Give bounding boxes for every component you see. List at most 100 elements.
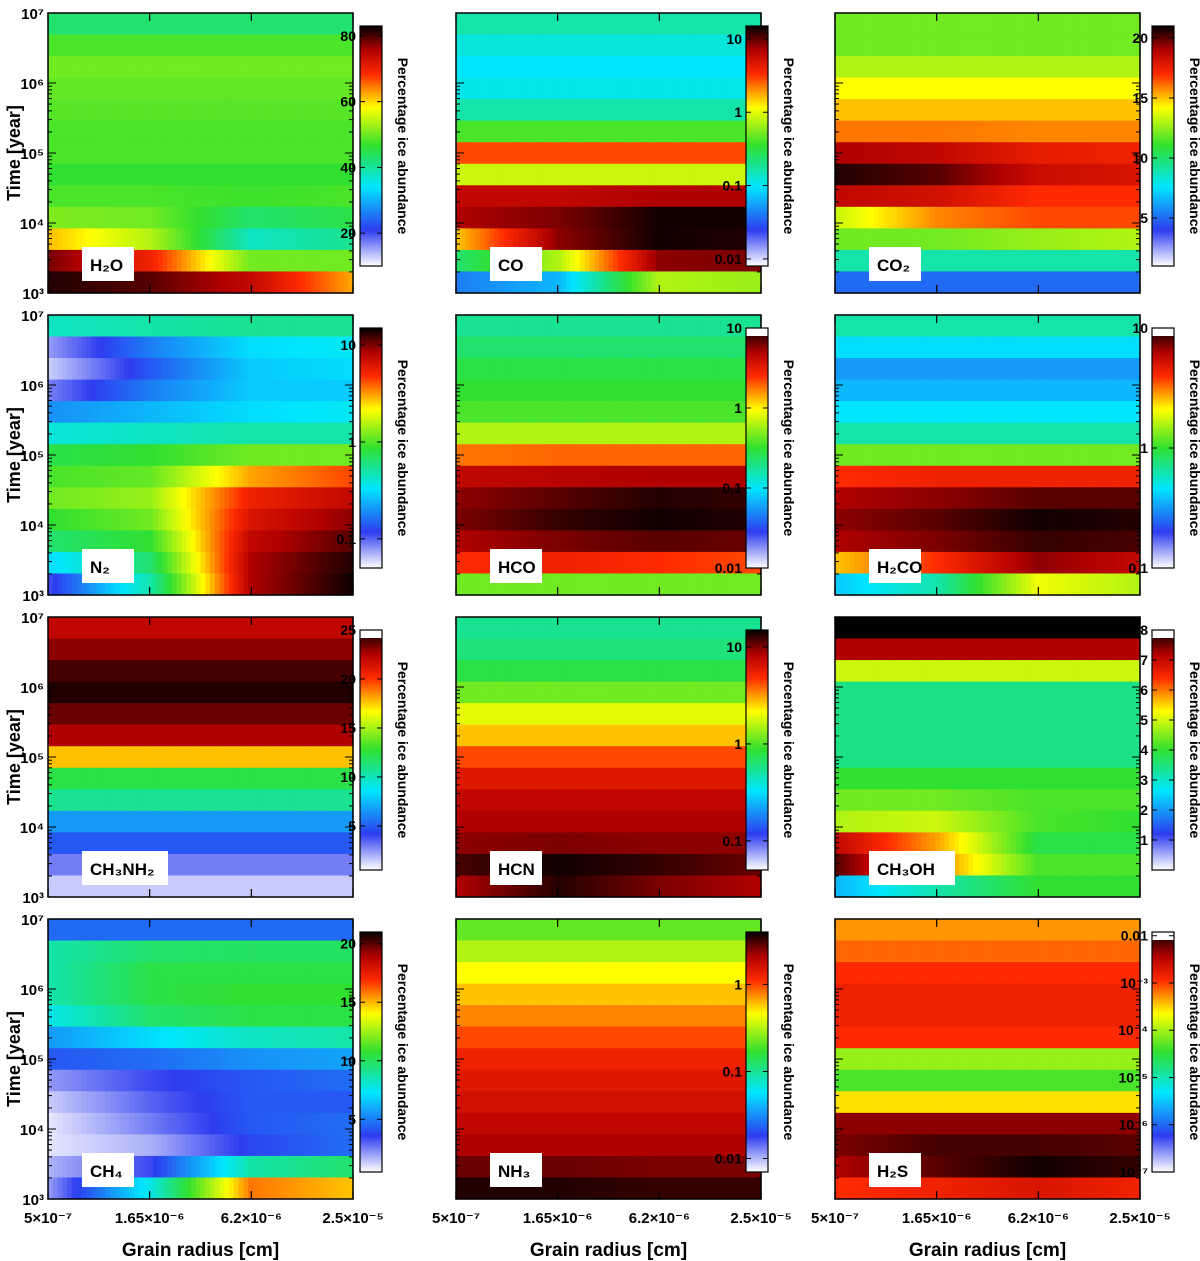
heatmap-cell bbox=[456, 551, 462, 575]
heatmap-cell bbox=[541, 142, 548, 165]
heatmap-cell bbox=[291, 249, 297, 273]
heatmap-cell bbox=[622, 508, 629, 531]
heatmap-cell bbox=[598, 551, 605, 575]
heatmap-cell bbox=[257, 228, 264, 251]
heatmap-cell bbox=[565, 34, 571, 57]
heatmap-cell bbox=[1130, 120, 1136, 143]
heatmap-cell bbox=[670, 77, 676, 100]
heatmap-cell bbox=[109, 573, 116, 596]
heatmap-cell bbox=[627, 228, 633, 251]
colorbar-tick-label: 10 bbox=[1132, 150, 1148, 166]
heatmap-cell bbox=[186, 142, 192, 165]
heatmap-cell bbox=[310, 99, 316, 122]
heatmap-cell bbox=[713, 142, 719, 165]
heatmap-cell bbox=[489, 206, 495, 229]
heatmap-cell bbox=[608, 34, 614, 57]
heatmap-cell bbox=[646, 358, 652, 381]
heatmap-cell bbox=[679, 551, 686, 575]
heatmap-cell bbox=[243, 271, 249, 294]
heatmap-cell bbox=[489, 120, 495, 143]
heatmap-cell bbox=[71, 551, 78, 575]
heatmap-cell bbox=[679, 99, 686, 122]
heatmap-cell bbox=[849, 163, 855, 186]
heatmap-cell bbox=[1058, 34, 1065, 57]
heatmap-cell bbox=[751, 13, 757, 36]
heatmap-cell bbox=[252, 228, 259, 251]
heatmap-cell bbox=[508, 163, 514, 186]
heatmap-cell bbox=[939, 379, 946, 402]
heatmap-cell bbox=[124, 336, 130, 359]
heatmap-cell bbox=[537, 336, 543, 359]
heatmap-cell bbox=[343, 487, 349, 510]
heatmap-cell bbox=[532, 185, 538, 208]
heatmap-cell bbox=[608, 142, 614, 165]
heatmap-cell bbox=[973, 120, 979, 143]
heatmap-cell bbox=[1020, 336, 1027, 359]
heatmap-cell bbox=[138, 315, 144, 338]
heatmap-cell bbox=[1078, 249, 1084, 273]
heatmap-cell bbox=[219, 379, 225, 402]
heatmap-cell bbox=[1020, 249, 1027, 273]
heatmap-cell bbox=[1087, 206, 1093, 229]
heatmap-cell bbox=[324, 206, 330, 229]
heatmap-cell bbox=[57, 315, 63, 338]
heatmap-cell bbox=[176, 573, 183, 596]
heatmap-cell bbox=[484, 358, 490, 381]
heatmap-cell bbox=[276, 487, 283, 510]
heatmap-cell bbox=[286, 573, 292, 596]
heatmap-cell bbox=[1020, 271, 1027, 294]
heatmap-cell bbox=[314, 422, 321, 445]
heatmap-cell bbox=[997, 422, 1003, 445]
heatmap-cell bbox=[133, 336, 140, 359]
heatmap-cell bbox=[579, 508, 586, 531]
heatmap-cell bbox=[737, 444, 743, 467]
heatmap-cell bbox=[925, 34, 931, 57]
heatmap-cell bbox=[219, 336, 225, 359]
heatmap-cell bbox=[333, 508, 340, 531]
heatmap-cell bbox=[858, 358, 865, 381]
heatmap-cell bbox=[460, 422, 467, 445]
heatmap-cell bbox=[541, 99, 548, 122]
heatmap-cell bbox=[219, 56, 225, 79]
heatmap-cell bbox=[565, 444, 571, 467]
heatmap-cell bbox=[646, 336, 652, 359]
heatmap-cell bbox=[119, 206, 125, 229]
heatmap-cell bbox=[176, 120, 183, 143]
heatmap-cell bbox=[498, 228, 505, 251]
colorbar-tick-label: 60 bbox=[340, 94, 356, 110]
heatmap-cell bbox=[1049, 77, 1055, 100]
heatmap-cell bbox=[271, 401, 278, 424]
heatmap-cell bbox=[176, 530, 183, 553]
heatmap-cell bbox=[594, 206, 600, 229]
heatmap-cell bbox=[90, 315, 97, 338]
heatmap-cell bbox=[517, 271, 524, 294]
heatmap-cell bbox=[637, 142, 643, 165]
heatmap-cell bbox=[494, 206, 500, 229]
heatmap-cell bbox=[708, 56, 714, 79]
heatmap-cell bbox=[954, 163, 960, 186]
heatmap-cell bbox=[608, 358, 614, 381]
heatmap-cell bbox=[613, 99, 619, 122]
heatmap-cell bbox=[684, 551, 691, 575]
y-tick-label: 10⁴ bbox=[20, 518, 44, 535]
heatmap-cell bbox=[920, 13, 927, 36]
heatmap-cell bbox=[517, 120, 524, 143]
heatmap-cell bbox=[1120, 228, 1127, 251]
heatmap-cell bbox=[210, 271, 216, 294]
heatmap-cell bbox=[844, 271, 850, 294]
heatmap-cell bbox=[186, 444, 192, 467]
heatmap-cell bbox=[229, 206, 235, 229]
heatmap-cell bbox=[167, 271, 173, 294]
heatmap-cell bbox=[737, 401, 743, 424]
heatmap-cell bbox=[479, 77, 486, 100]
colorbar-tick-label: 0.01 bbox=[715, 560, 742, 576]
heatmap-cell bbox=[575, 13, 581, 36]
heatmap-cell bbox=[982, 13, 989, 36]
heatmap-cell bbox=[722, 358, 729, 381]
heatmap-cell bbox=[300, 573, 306, 596]
heatmap-cell bbox=[1125, 379, 1132, 402]
heatmap-cell bbox=[276, 551, 283, 575]
heatmap-cell bbox=[656, 56, 662, 79]
heatmap-cell bbox=[532, 530, 538, 553]
heatmap-cell bbox=[1120, 163, 1127, 186]
